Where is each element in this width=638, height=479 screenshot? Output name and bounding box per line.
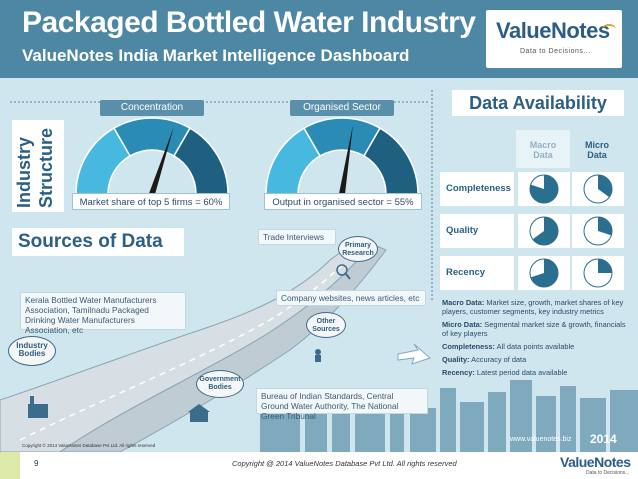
gauges xyxy=(75,117,419,195)
gauge-title-concentration: Concentration xyxy=(100,100,204,116)
pie-slice xyxy=(530,259,558,287)
definition-text: Segmental market size & growth, financia… xyxy=(442,320,626,338)
industry-structure-label: Industry Structure xyxy=(12,120,64,212)
source-trade-interviews: Trade Interviews xyxy=(258,229,336,245)
definition-term: Macro Data: xyxy=(442,298,485,307)
logo-swoosh-icon xyxy=(602,24,616,34)
sign-industry-bodies: Industry Bodies xyxy=(8,336,56,366)
definition-text: All data points available xyxy=(494,342,575,351)
footer-copyright: Copyright @ 2014 ValueNotes Database Pvt… xyxy=(232,459,457,468)
definition-text: Latest period data available xyxy=(474,368,568,377)
gauge-title-organised-sector: Organised Sector xyxy=(290,100,394,116)
definition-term: Micro Data: xyxy=(442,320,483,329)
website-url: www.valuenotes.biz xyxy=(510,436,572,443)
logo-name: ValueNotes xyxy=(496,18,610,43)
footer-accent xyxy=(0,452,20,479)
footer-logo-tagline: Data to Decisions... xyxy=(586,470,630,476)
sources-title: Sources of Data xyxy=(12,228,184,256)
row-label-quality: Quality xyxy=(440,214,514,248)
page-subtitle: ValueNotes India Market Intelligence Das… xyxy=(22,46,410,65)
page-number: 9 xyxy=(34,459,39,468)
small-copyright: Copyright © 2014 ValueNotes Database Pvt… xyxy=(22,443,156,448)
gauge-needle xyxy=(339,124,353,195)
page-title: Packaged Bottled Water Industry xyxy=(22,6,476,39)
definition-completeness: Completeness: All data points available xyxy=(442,342,626,351)
definition-term: Completeness: xyxy=(442,342,495,351)
row-label-completeness: Completeness xyxy=(440,172,514,206)
definitions: Macro Data: Market size, growth, market … xyxy=(442,298,626,381)
definition-text: Market size, growth, market shares of ke… xyxy=(442,298,624,316)
source-bureaus: Bureau of Indian Standards, Central Grou… xyxy=(256,388,428,421)
logo-tagline: Data to Decisions... xyxy=(520,48,591,55)
definition-macro: Macro Data: Market size, growth, market … xyxy=(442,298,626,316)
infographic: Packaged Bottled Water Industry ValueNot… xyxy=(0,0,638,452)
pie-slice xyxy=(598,175,612,198)
footer-logo: ValueNotes xyxy=(560,454,631,470)
definition-text: Accuracy of data xyxy=(469,355,527,364)
definition-quality: Quality: Accuracy of data xyxy=(442,355,626,364)
pie-slice xyxy=(598,217,612,236)
col-header-micro: Micro Data xyxy=(584,140,609,160)
data-availability-title: Data Availability xyxy=(452,90,624,116)
gauge-caption-organised-sector: Output in organised sector = 55% xyxy=(264,193,422,210)
row-label-recency: Recency xyxy=(440,256,514,290)
road-illustration xyxy=(0,237,638,452)
source-company-websites: Company websites, news articles, etc xyxy=(276,290,426,306)
definition-recency: Recency: Latest period data available xyxy=(442,368,626,377)
definition-term: Recency: xyxy=(442,368,475,377)
slide-footer xyxy=(0,452,638,479)
year-label: 2014 xyxy=(590,432,617,446)
definition-micro: Micro Data: Segmental market size & grow… xyxy=(442,320,626,338)
gauge-needle xyxy=(149,127,174,195)
data-availability-table: Macro Data Micro Data Completeness Quali… xyxy=(440,130,626,290)
pie-slice xyxy=(530,175,558,203)
definition-term: Quality: xyxy=(442,355,470,364)
pie-slice xyxy=(532,217,558,245)
gauge-caption-concentration: Market share of top 5 firms = 60% xyxy=(72,193,230,210)
availability-pies xyxy=(529,174,613,288)
header-banner: Packaged Bottled Water Industry ValueNot… xyxy=(0,0,638,78)
sign-other-sources: Other Sources xyxy=(306,312,346,338)
sign-government-bodies: Government Bodies xyxy=(196,370,244,398)
source-associations: Kerala Bottled Water Manufacturers Assoc… xyxy=(20,292,186,335)
pie-slice xyxy=(598,259,612,273)
valuenotes-logo: ValueNotes Data to Decisions... xyxy=(486,10,622,68)
sign-primary-research: Primary Research xyxy=(338,236,378,262)
